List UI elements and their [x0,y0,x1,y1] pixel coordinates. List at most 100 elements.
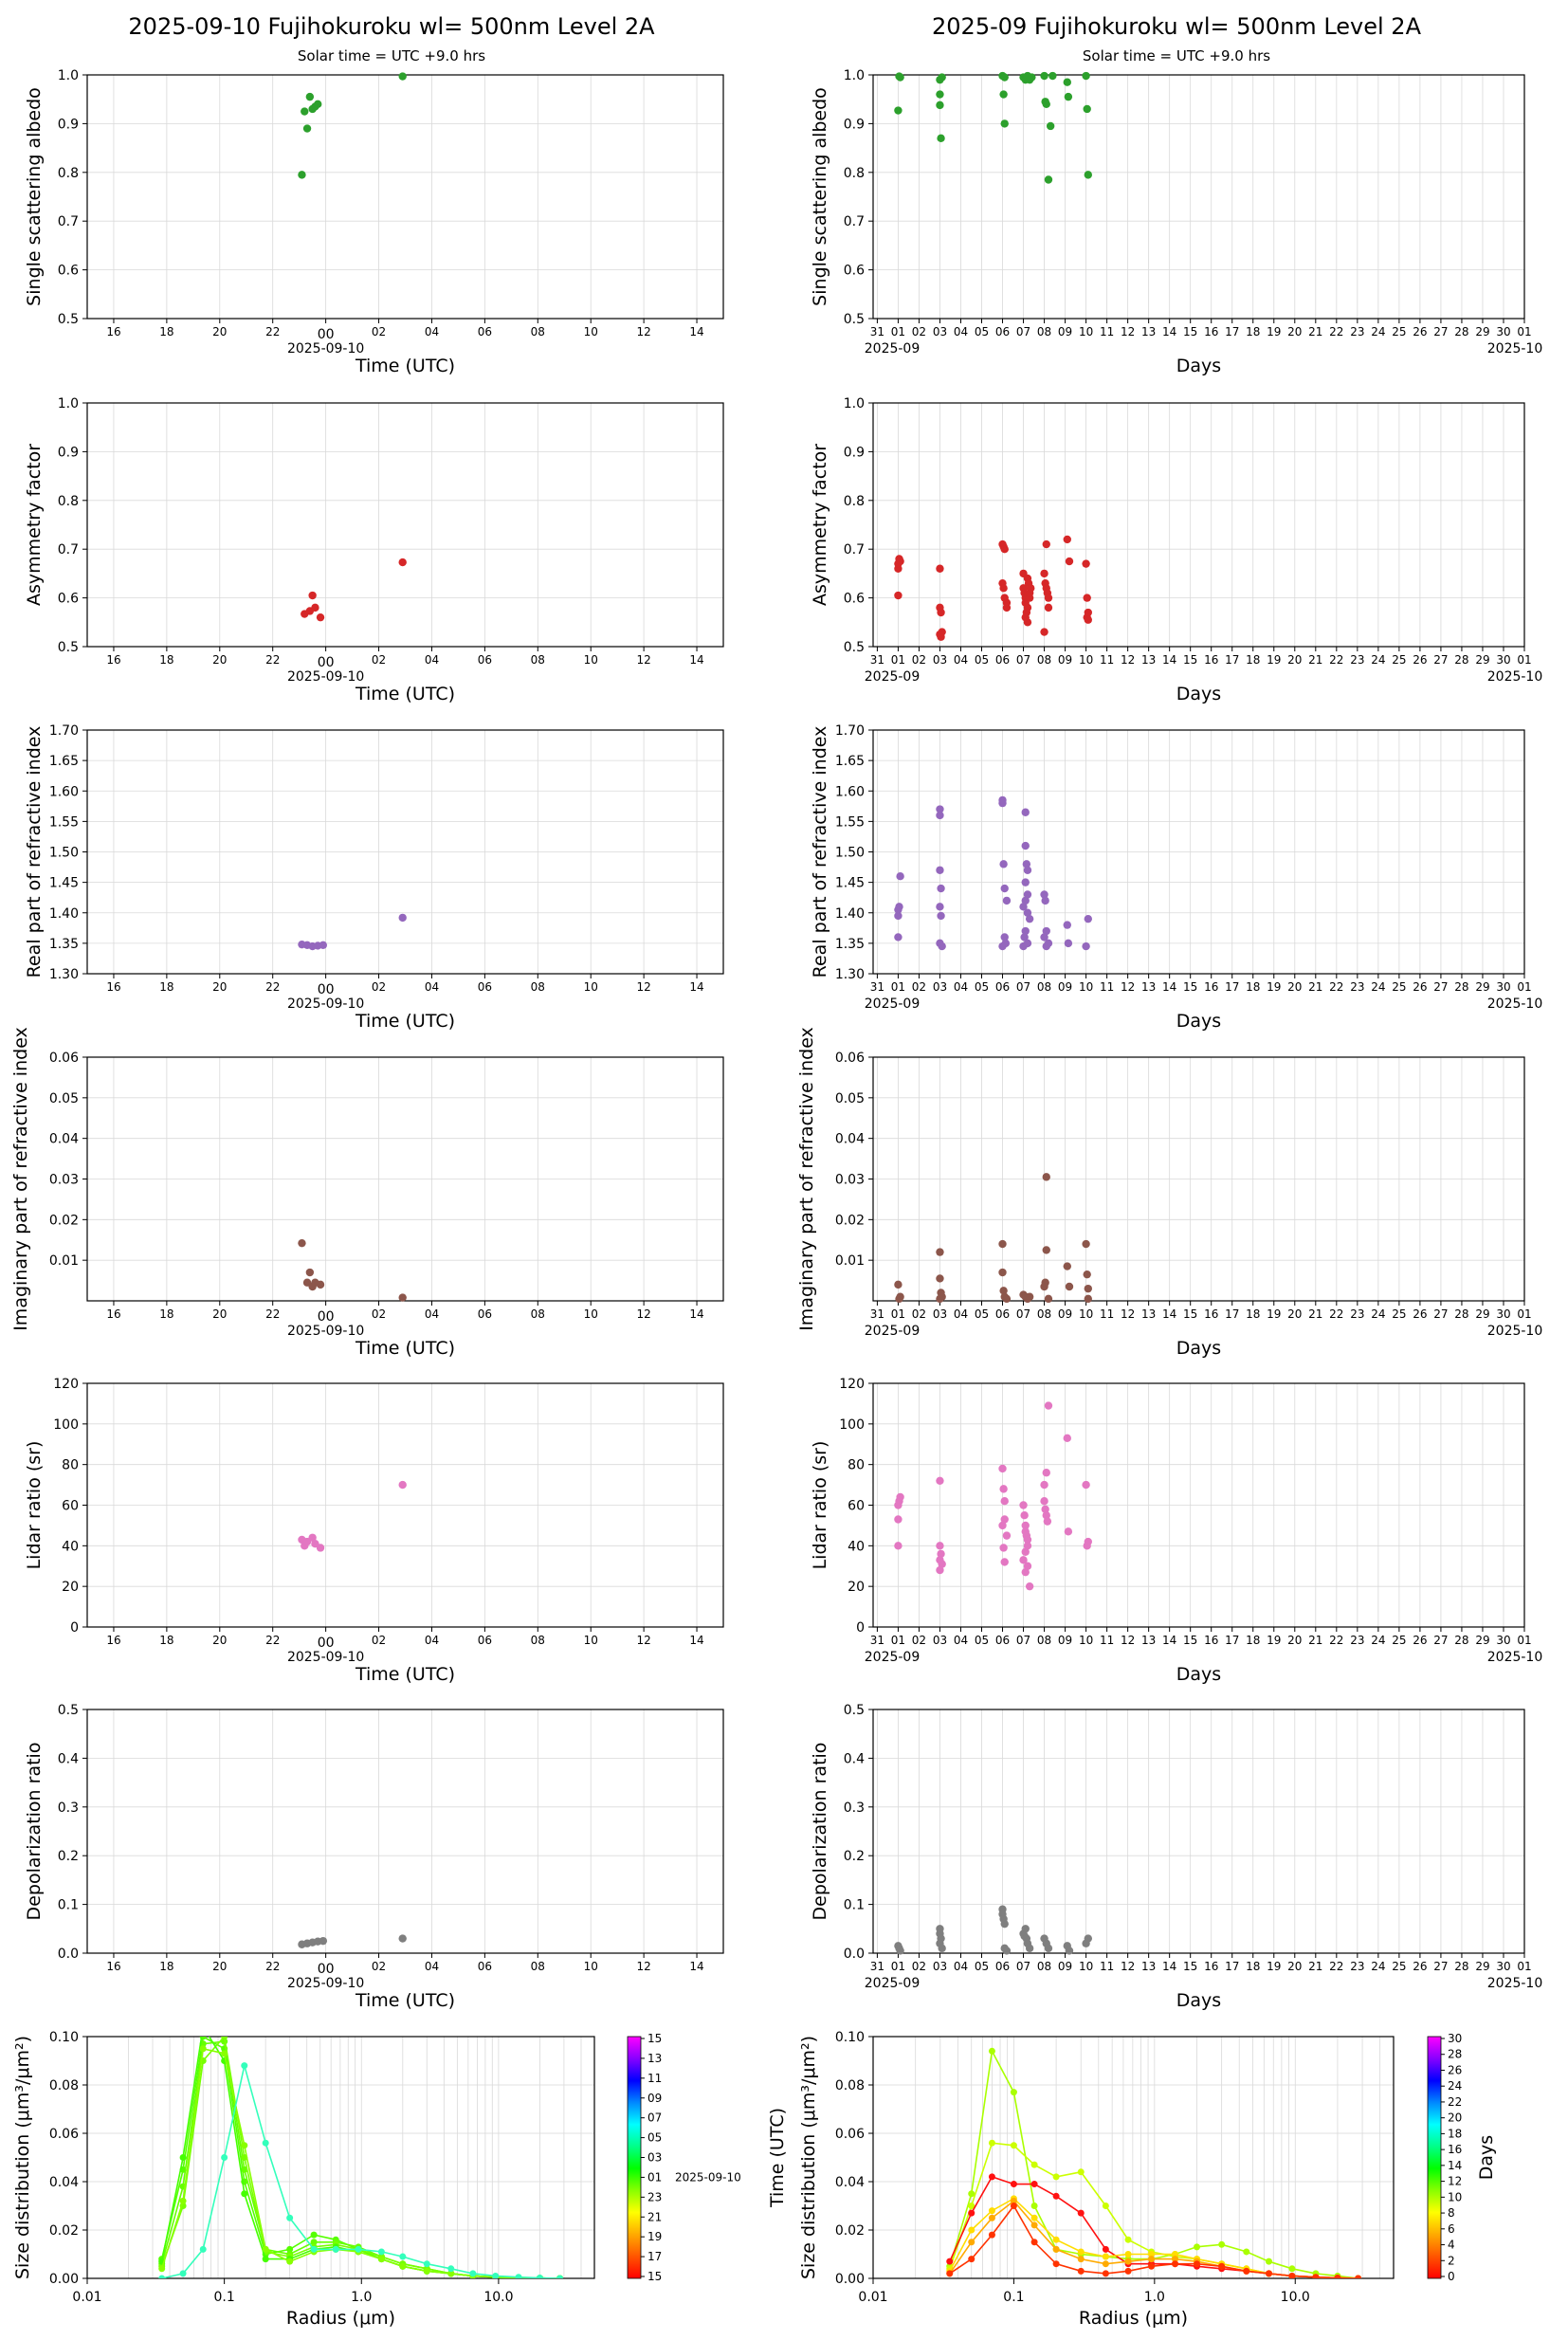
x-tick-label: 26 [1413,1307,1427,1321]
colorbar-tick-label: 18 [1448,2127,1462,2140]
series-point [1334,2274,1341,2278]
x-tick-label: 02 [372,653,386,667]
colorbar-tick-label: 14 [1448,2159,1462,2172]
x-axis-label: Days [1176,1338,1221,1359]
data-point [894,911,903,921]
series-point [286,2258,294,2265]
x-tick-label: 10 [1079,1307,1093,1321]
series-point [1172,2251,1179,2258]
x-tick-label: 02 [372,1307,386,1321]
data-point [936,903,944,911]
panel-right-3: 31 01 02 03 04 05 06 07 08 09 10 11 12 13 14 15 16 17 18 19… [796,1027,1542,1359]
y-tick-label: 0.7 [58,214,79,229]
colorbar-tick-label: 19 [647,2230,662,2243]
x-date-label: 2025-09-10 [287,1650,364,1665]
data-point [936,1476,944,1486]
x-tick-label: 12 [1121,653,1135,667]
x-tick-label: 30 [1496,1634,1510,1647]
x-tick-label: 14 [1162,653,1176,667]
series-point [1243,2248,1250,2256]
x-tick-label: 24 [1371,1307,1385,1321]
x-tick-label: 19 [1267,980,1281,994]
grid [87,1056,723,1301]
x-tick-label: 22 [265,1960,280,1973]
data-point [937,1549,945,1559]
x-tick-label: 02 [912,653,926,667]
data-point [1083,1270,1091,1279]
series-point [1052,2173,1060,2181]
x-tick-label: 21 [1308,325,1322,338]
x-date-label: 2025-09 [865,1976,921,1991]
y-tick-label: 0.04 [835,2175,865,2190]
x-tick-label: 16 [1204,653,1218,667]
series-point [1218,2262,1226,2270]
y-tick-label: 0.5 [58,1703,79,1718]
x-tick-label: 06 [478,653,492,667]
series-point [1010,2181,1017,2188]
x-tick-label: 08 [531,653,545,667]
x-axis-label: Time (UTC) [355,684,455,704]
data-point [1084,615,1092,624]
series-point [556,2275,564,2278]
series-point [1030,2239,1038,2246]
x-tick-label: 09 [1058,980,1072,994]
x-tick-label: 18 [159,1307,173,1321]
series-point [179,2197,187,2204]
y-tick-label: 1.55 [835,814,865,830]
data-point [398,1293,407,1302]
x-tick-label: 04 [425,980,439,994]
y-tick-label: 60 [848,1499,865,1514]
y-tick-label: 0.06 [49,1051,79,1066]
x-tick-label: 22 [1329,1960,1343,1973]
data-point [1002,1294,1012,1304]
x-tick-label: 05 [975,1960,989,1973]
data-point [305,92,315,101]
colorbar-tick-label: 11 [647,2072,662,2085]
colorbar-tick-label: 6 [1448,2222,1455,2236]
x-axis-label: Time (UTC) [355,1664,455,1685]
x-tick-label: 18 [159,653,173,667]
x-tick-label: 25 [1392,653,1406,667]
y-tick-label: 0.04 [49,1132,79,1147]
x-tick-label: 17 [1225,325,1239,338]
series-point [199,2045,207,2053]
x-tick-label: 07 [1016,1634,1030,1647]
x-tick-label: 14 [1162,1307,1176,1321]
x-tick-label: 19 [1267,1634,1281,1647]
x-tick-label: 20 [1287,1307,1302,1321]
x-axis-label: Time (UTC) [355,356,455,376]
y-tick-label: 0.02 [49,1213,79,1228]
x-tick-label: 29 [1475,1307,1489,1321]
x-tick-label: 01 [1517,980,1531,994]
data-point [936,90,944,99]
series-point [1030,2161,1038,2168]
data-point [1065,1282,1074,1291]
y-tick-label: 0.06 [835,2127,865,2142]
series-point [492,2272,500,2278]
x-tick-label: 04 [425,653,439,667]
x-tick-label: 10 [584,325,598,338]
x-tick-label: 0.01 [72,2290,101,2305]
series-line [160,2040,560,2278]
x-tick-label: 30 [1496,980,1510,994]
series-point [1030,2221,1038,2229]
data-point [1021,926,1030,936]
x-date-label: 2025-09-10 [287,1976,364,1991]
x-tick-label: 18 [1246,980,1260,994]
data-point [1000,73,1009,82]
x-tick-label: 12 [1121,325,1135,338]
data-point [895,903,903,911]
colorbar-tick-label: 17 [647,2250,662,2263]
data-point [1083,594,1091,602]
x-tick-label: 10 [584,653,598,667]
y-tick-label: 60 [62,1499,79,1514]
colorbar-tick-label: 07 [647,2111,662,2125]
data-point [1000,1515,1009,1524]
data-point [1064,1527,1073,1536]
x-tick-label: 08 [531,1307,545,1321]
x-tick-label: 27 [1433,1307,1448,1321]
x-tick-label: 12 [636,325,650,338]
series-point [179,2154,187,2161]
x-tick-label: 14 [689,1307,703,1321]
x-tick-label: 16 [1204,1307,1218,1321]
